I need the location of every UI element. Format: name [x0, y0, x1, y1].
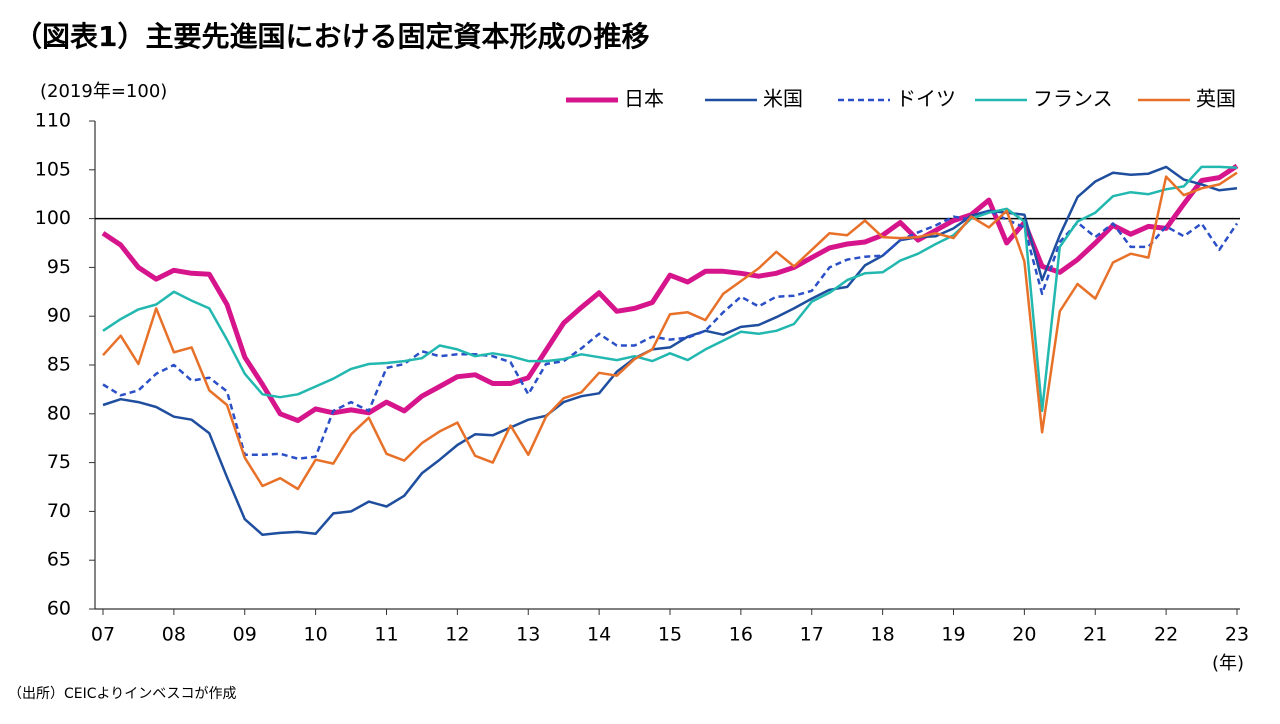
- y-tick-label: 105: [35, 158, 71, 180]
- legend-label: 英国: [1196, 87, 1236, 111]
- source-note: （出所）CEICよりインベスコが作成: [8, 686, 237, 702]
- y-tick-label: 85: [47, 354, 71, 376]
- x-tick-label: 17: [800, 624, 824, 646]
- y-tick-label: 100: [35, 207, 71, 229]
- y-tick-label: 65: [47, 549, 71, 571]
- x-tick-label: 20: [1012, 624, 1036, 646]
- series-line: [101, 163, 1239, 424]
- series-line: [102, 165, 1238, 537]
- legend-label: 米国: [763, 87, 803, 111]
- y-tick-label: 95: [47, 256, 71, 278]
- x-tick-label: 11: [374, 624, 398, 646]
- x-tick-label: 19: [941, 624, 965, 646]
- x-tick-label: 07: [91, 624, 115, 646]
- legend-label: 日本: [624, 87, 664, 111]
- y-tick-label: 70: [47, 500, 71, 522]
- chart-title: （図表1）主要先進国における固定資本形成の推移: [14, 20, 650, 53]
- x-tick-label: 21: [1083, 624, 1107, 646]
- y-tick-label: 80: [47, 402, 71, 424]
- x-tick-label: 12: [445, 624, 469, 646]
- x-tick-label: 18: [871, 624, 895, 646]
- y-tick-label: 75: [47, 451, 71, 473]
- y-tick-label: 90: [47, 305, 71, 327]
- x-unit-label: (年): [1212, 653, 1244, 674]
- x-tick-label: 15: [658, 624, 682, 646]
- legend-label: ドイツ: [896, 87, 956, 111]
- x-tick-label: 16: [729, 624, 753, 646]
- x-tick-label: 23: [1225, 624, 1249, 646]
- series-line: [102, 209, 1239, 460]
- x-tick-label: 14: [587, 624, 611, 646]
- unit-label: (2019年=100): [40, 81, 167, 102]
- y-tick-label: 110: [35, 110, 71, 132]
- series-line: [102, 171, 1238, 491]
- x-tick-label: 13: [516, 624, 540, 646]
- x-tick-label: 22: [1154, 624, 1178, 646]
- x-tick-label: 09: [233, 624, 257, 646]
- legend-label: フランス: [1033, 87, 1113, 111]
- y-tick-label: 60: [47, 598, 71, 620]
- x-tick-label: 10: [304, 624, 328, 646]
- x-tick-label: 08: [162, 624, 186, 646]
- series-line: [102, 165, 1238, 413]
